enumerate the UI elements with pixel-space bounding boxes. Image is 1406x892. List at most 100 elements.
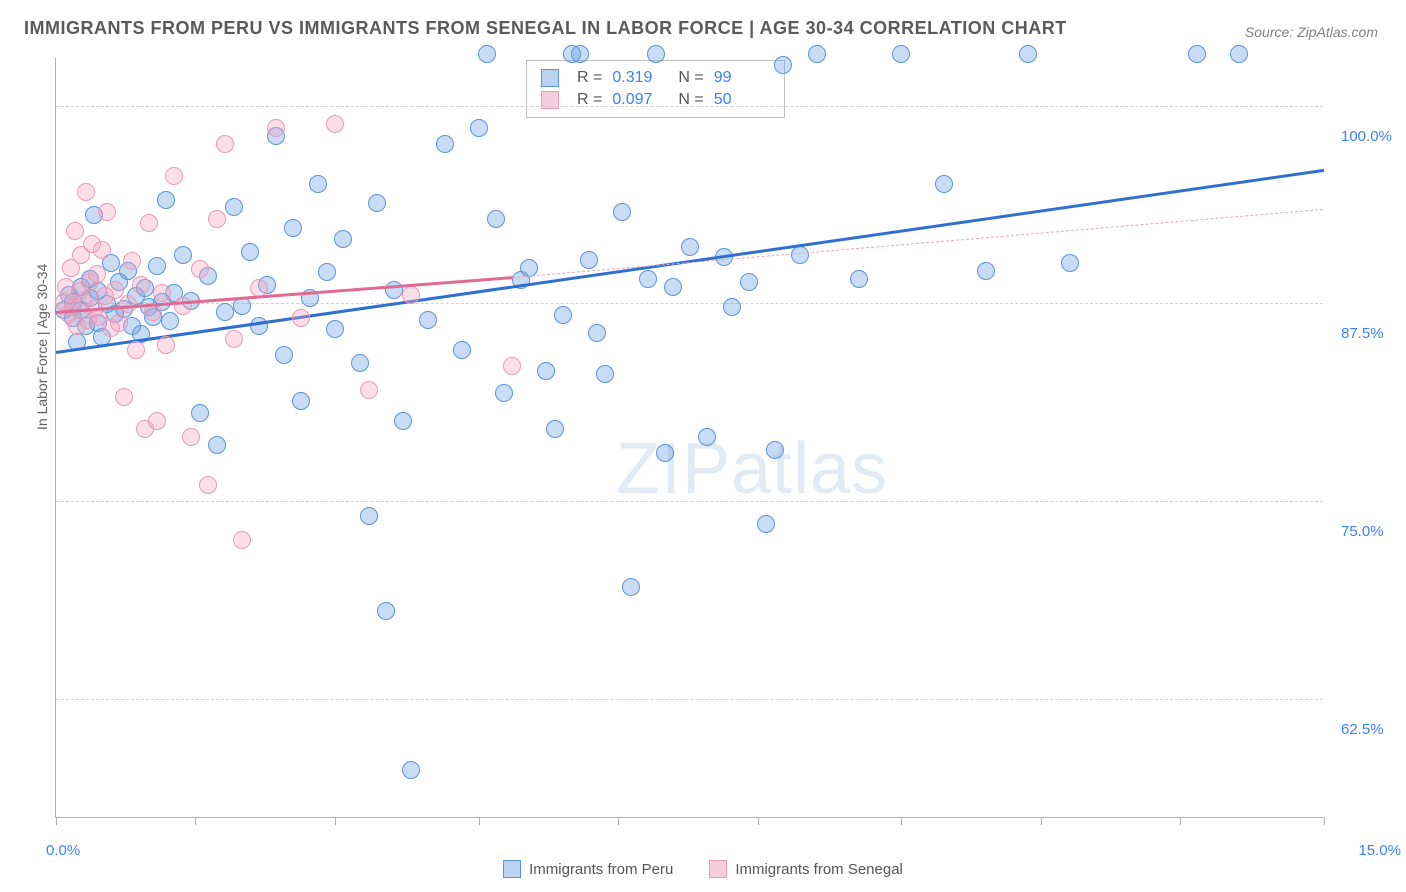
data-point [225, 198, 243, 216]
data-point [140, 214, 158, 232]
x-tick [195, 817, 196, 825]
data-point [157, 191, 175, 209]
data-point [647, 45, 665, 63]
series-name: Immigrants from Senegal [735, 861, 903, 878]
data-point [385, 281, 403, 299]
correlation-legend: R =0.319N =99R =0.097N =50 [526, 60, 785, 118]
source-label: Source: ZipAtlas.com [1245, 24, 1378, 40]
data-point [165, 167, 183, 185]
data-point [419, 311, 437, 329]
data-point [123, 252, 141, 270]
data-point [148, 257, 166, 275]
watermark-thin: atlas [731, 429, 888, 509]
data-point [698, 428, 716, 446]
x-tick [1041, 817, 1042, 825]
x-tick [618, 817, 619, 825]
chart-title: IMMIGRANTS FROM PERU VS IMMIGRANTS FROM … [24, 18, 1067, 39]
data-point [88, 265, 106, 283]
x-tick [335, 817, 336, 825]
data-point [664, 278, 682, 296]
data-point [368, 194, 386, 212]
data-point [402, 761, 420, 779]
data-point [241, 243, 259, 261]
data-point [571, 45, 589, 63]
data-point [622, 578, 640, 596]
x-max-label: 15.0% [1358, 842, 1401, 859]
data-point [1019, 45, 1037, 63]
data-point [596, 365, 614, 383]
data-point [157, 336, 175, 354]
legend-swatch [541, 69, 559, 87]
data-point [351, 354, 369, 372]
data-point [478, 45, 496, 63]
data-point [360, 381, 378, 399]
trend-line [512, 208, 1324, 277]
data-point [115, 388, 133, 406]
y-tick-label: 75.0% [1341, 523, 1401, 540]
data-point [1230, 45, 1248, 63]
data-point [681, 238, 699, 256]
data-point [77, 183, 95, 201]
data-point [275, 346, 293, 364]
data-point [360, 507, 378, 525]
legend-swatch [503, 860, 521, 878]
data-point [233, 531, 251, 549]
data-point [98, 203, 116, 221]
data-point [757, 515, 775, 533]
data-point [520, 259, 538, 277]
data-point [284, 219, 302, 237]
x-tick [758, 817, 759, 825]
data-point [402, 286, 420, 304]
legend-item: Immigrants from Senegal [709, 860, 903, 878]
data-point [208, 210, 226, 228]
x-tick [901, 817, 902, 825]
data-point [225, 330, 243, 348]
data-point [309, 175, 327, 193]
data-point [191, 260, 209, 278]
data-point [267, 119, 285, 137]
data-point [127, 341, 145, 359]
data-point [208, 436, 226, 454]
data-point [850, 270, 868, 288]
data-point [495, 384, 513, 402]
data-point [216, 135, 234, 153]
data-point [326, 320, 344, 338]
data-point [377, 602, 395, 620]
data-point [554, 306, 572, 324]
data-point [453, 341, 471, 359]
data-point [132, 276, 150, 294]
data-point [318, 263, 336, 281]
legend-swatch [709, 860, 727, 878]
gridline [56, 699, 1323, 700]
x-tick [1324, 817, 1325, 825]
data-point [110, 314, 128, 332]
x-tick [1180, 817, 1181, 825]
data-point [394, 412, 412, 430]
data-point [153, 284, 171, 302]
data-point [148, 412, 166, 430]
data-point [580, 251, 598, 269]
data-point [292, 392, 310, 410]
watermark: ZIPatlas [616, 428, 888, 510]
gridline [56, 106, 1323, 107]
data-point [766, 441, 784, 459]
r-label: R = [577, 69, 602, 87]
data-point [174, 246, 192, 264]
legend-row: R =0.319N =99 [541, 67, 770, 89]
data-point [436, 135, 454, 153]
data-point [808, 45, 826, 63]
series-name: Immigrants from Peru [529, 861, 673, 878]
data-point [977, 262, 995, 280]
data-point [199, 476, 217, 494]
data-point [613, 203, 631, 221]
data-point [537, 362, 555, 380]
y-tick-label: 87.5% [1341, 325, 1401, 342]
data-point [161, 312, 179, 330]
data-point [182, 428, 200, 446]
data-point [470, 119, 488, 137]
x-min-label: 0.0% [46, 842, 80, 859]
data-point [216, 303, 234, 321]
x-tick [479, 817, 480, 825]
data-point [292, 309, 310, 327]
r-value: 0.319 [612, 69, 668, 87]
